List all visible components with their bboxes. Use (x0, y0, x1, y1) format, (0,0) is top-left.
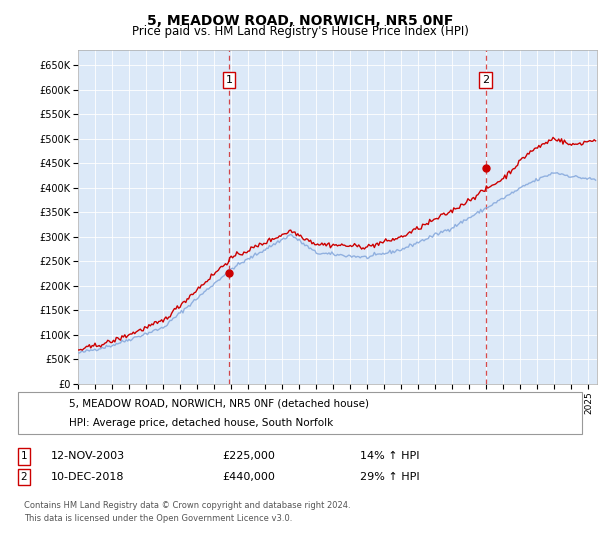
Text: £225,000: £225,000 (222, 451, 275, 461)
Text: £440,000: £440,000 (222, 472, 275, 482)
Text: 2: 2 (482, 75, 489, 85)
Text: 14% ↑ HPI: 14% ↑ HPI (360, 451, 419, 461)
Text: Price paid vs. HM Land Registry's House Price Index (HPI): Price paid vs. HM Land Registry's House … (131, 25, 469, 38)
Text: HPI: Average price, detached house, South Norfolk: HPI: Average price, detached house, Sout… (69, 418, 333, 428)
Text: 2: 2 (20, 472, 28, 482)
Text: 10-DEC-2018: 10-DEC-2018 (51, 472, 125, 482)
Text: 5, MEADOW ROAD, NORWICH, NR5 0NF: 5, MEADOW ROAD, NORWICH, NR5 0NF (147, 14, 453, 28)
Text: 5, MEADOW ROAD, NORWICH, NR5 0NF (detached house): 5, MEADOW ROAD, NORWICH, NR5 0NF (detach… (69, 398, 369, 408)
Text: 1: 1 (226, 75, 232, 85)
Text: 29% ↑ HPI: 29% ↑ HPI (360, 472, 419, 482)
Text: This data is licensed under the Open Government Licence v3.0.: This data is licensed under the Open Gov… (24, 514, 292, 523)
Text: 12-NOV-2003: 12-NOV-2003 (51, 451, 125, 461)
Text: 1: 1 (20, 451, 28, 461)
Text: Contains HM Land Registry data © Crown copyright and database right 2024.: Contains HM Land Registry data © Crown c… (24, 501, 350, 510)
